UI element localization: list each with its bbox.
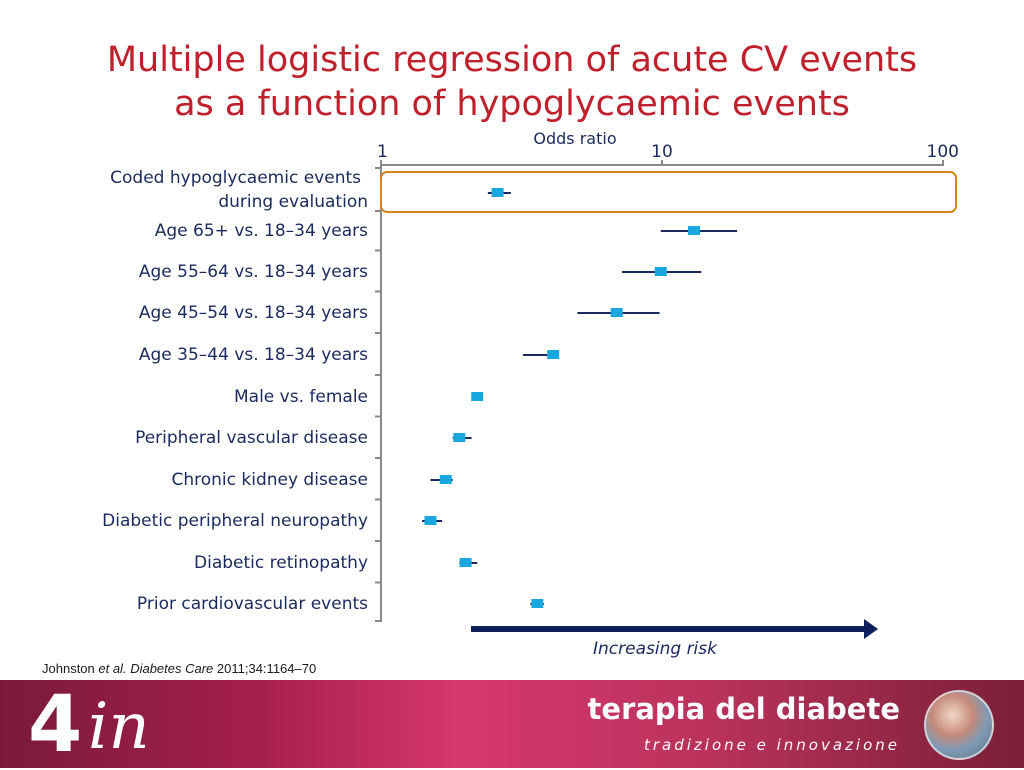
row-label-line-2: during evaluation <box>218 192 368 212</box>
footer-banner: 4 in terapia del diabete tradizione e in… <box>0 680 1024 768</box>
reference-journal: Diabetes Care <box>130 661 214 676</box>
odds-ratio-marker <box>424 516 437 525</box>
reference-details: 2011;34:1164–70 <box>213 661 317 676</box>
risk-arrow-head <box>864 619 878 639</box>
odds-ratio-marker <box>491 188 504 197</box>
odds-ratio-marker <box>610 308 623 317</box>
brand-tagline: tradizione e innovazione <box>643 736 900 754</box>
odds-ratio-marker <box>688 226 701 235</box>
logo-suffix: in <box>88 690 150 764</box>
x-axis-label: Odds ratio <box>533 129 616 148</box>
odds-ratio-marker <box>547 350 560 359</box>
hospital-emblem-icon <box>924 690 994 760</box>
odds-ratio-marker <box>453 433 466 442</box>
odds-ratio-marker <box>471 392 484 401</box>
row-label: Diabetic peripheral neuropathy <box>102 511 368 531</box>
risk-annotation: Increasing risk <box>593 639 718 659</box>
row-label: Male vs. female <box>234 387 368 407</box>
x-tick-label: 10 <box>651 142 673 162</box>
title-line-1: Multiple logistic regression of acute CV… <box>106 40 918 80</box>
row-label: Age 65+ vs. 18–34 years <box>155 221 368 241</box>
odds-ratio-marker <box>439 475 452 484</box>
logo-number: 4 <box>28 680 83 770</box>
reference-citation: Johnston et al. Diabetes Care 2011;34:11… <box>42 661 316 676</box>
row-label: Peripheral vascular disease <box>135 428 368 448</box>
row-label: Age 35–44 vs. 18–34 years <box>139 345 368 365</box>
row-label: Chronic kidney disease <box>171 470 368 490</box>
highlight-box <box>380 171 957 213</box>
x-tick-label: 100 <box>927 142 959 162</box>
row-label: Prior cardiovascular events <box>137 594 368 614</box>
brand-name: terapia del diabete <box>587 692 900 726</box>
row-label: Age 45–54 vs. 18–34 years <box>139 303 368 323</box>
reference-etal: et al. <box>98 661 127 676</box>
x-tick-label: 1 <box>377 142 388 162</box>
page-title: Multiple logistic regression of acute CV… <box>0 38 1024 126</box>
reference-author: Johnston <box>42 661 99 676</box>
row-label-line-1: Coded hypoglycaemic events <box>110 168 361 188</box>
row-label: Diabetic retinopathy <box>194 553 368 573</box>
forest-plot: Odds ratio 1 10 100 Coded hypoglycaemic even… <box>102 129 959 659</box>
row-label: Age 55–64 vs. 18–34 years <box>139 262 368 282</box>
odds-ratio-marker <box>531 599 544 608</box>
title-line-2: as a function of hypoglycaemic events <box>174 84 850 124</box>
odds-ratio-marker <box>654 267 667 276</box>
odds-ratio-marker <box>459 558 472 567</box>
